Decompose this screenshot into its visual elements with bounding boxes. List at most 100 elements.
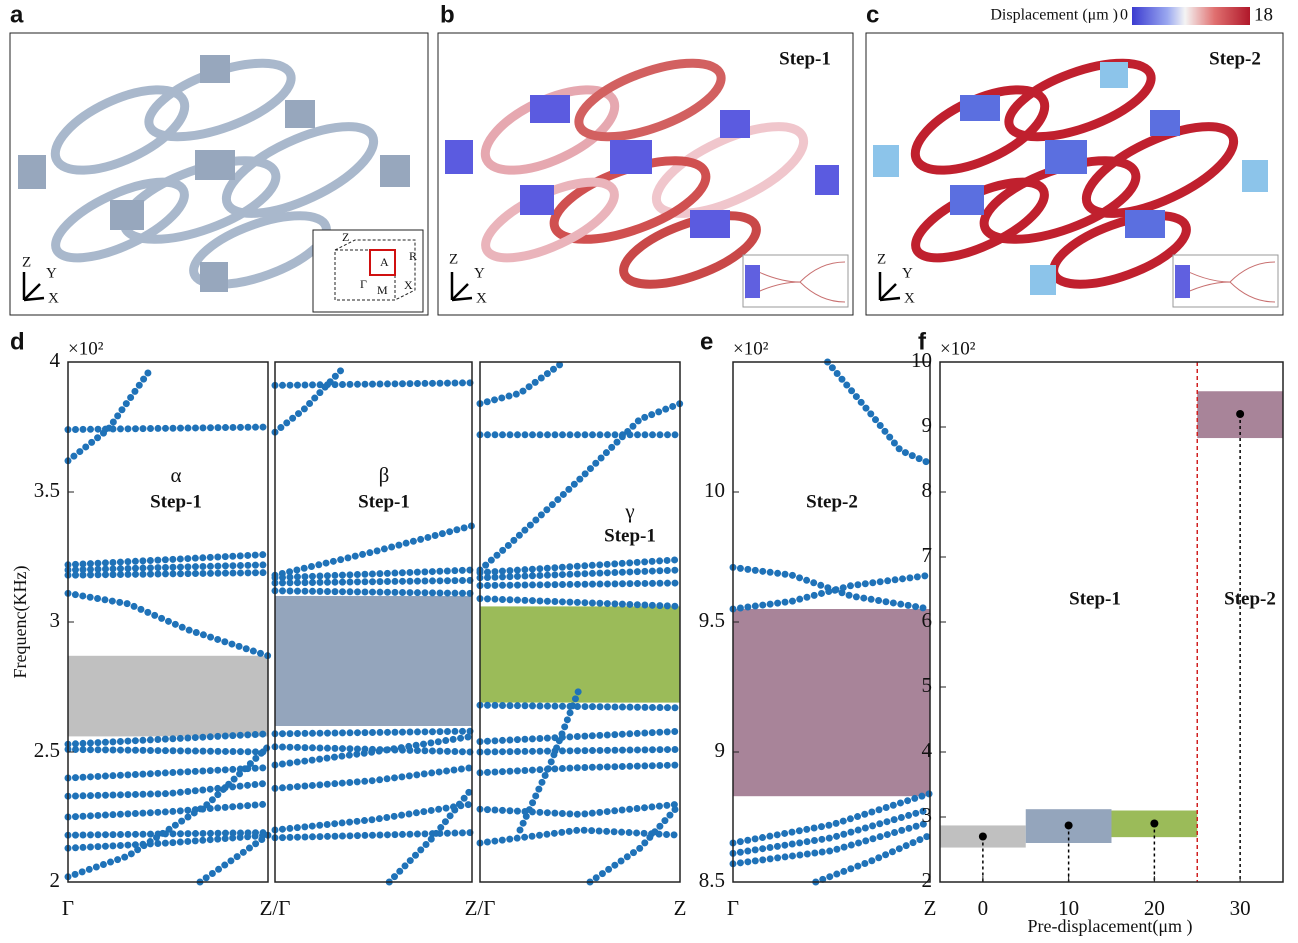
y-tick-label: 5 xyxy=(922,673,933,697)
plot-frame xyxy=(479,361,681,883)
y-tick-label: 4 xyxy=(922,738,933,762)
axis-glyph-label: X xyxy=(904,290,915,306)
axis-glyph xyxy=(450,272,473,302)
axis-glyph-label: Z xyxy=(449,251,458,267)
band-curve xyxy=(271,576,476,587)
annotation: Step-1 xyxy=(358,491,410,512)
inset-label: X xyxy=(404,278,413,292)
y-tick-label: 9 xyxy=(922,413,933,437)
band-gap xyxy=(275,596,472,726)
x-tick-label: 20 xyxy=(1144,896,1165,920)
y-tick-label: 8.5 xyxy=(699,868,725,892)
axis-glyph-label: X xyxy=(48,290,59,306)
band-curve xyxy=(729,805,934,857)
annotation: Step-2 xyxy=(806,491,858,512)
band-gap xyxy=(68,655,268,737)
y-tick-label: 2.5 xyxy=(34,738,60,762)
band-curve xyxy=(64,550,272,569)
band-curve xyxy=(64,745,272,756)
x-tick-label: Γ xyxy=(62,896,74,920)
band-curve xyxy=(729,571,934,613)
y-tick-label: 8 xyxy=(922,478,933,502)
panel-title: Step-2 xyxy=(1209,48,1261,69)
band-curve xyxy=(271,800,476,834)
band-curve xyxy=(271,587,476,597)
band-curve xyxy=(476,727,684,746)
center-point xyxy=(1150,819,1159,828)
inset-label: Z xyxy=(342,230,349,244)
band-curve xyxy=(812,831,934,886)
y-tick-label: 10 xyxy=(704,478,725,502)
panel-label: c xyxy=(866,1,879,28)
band-curve xyxy=(64,423,272,434)
band-curve xyxy=(64,569,272,579)
band-curve xyxy=(476,826,684,847)
band-curve xyxy=(729,790,934,847)
band-curve xyxy=(476,566,684,582)
band-curve xyxy=(729,818,934,868)
axis-multiplier: ×10² xyxy=(733,338,769,359)
annotation: α xyxy=(170,463,181,487)
band-curve xyxy=(476,361,564,408)
mode-inset xyxy=(742,254,849,308)
mode-inset xyxy=(1172,254,1279,308)
colorbar-min: 0 xyxy=(1120,7,1128,24)
x-tick-label: Z/Γ xyxy=(260,896,291,920)
band-curve xyxy=(64,764,272,782)
band-curve xyxy=(476,579,684,590)
annotation: γ xyxy=(624,499,634,523)
band-curve xyxy=(516,683,584,834)
x-tick-label: 0 xyxy=(978,896,989,920)
band-curve xyxy=(64,800,272,821)
y-axis-label: Frequenc(KHz) xyxy=(10,566,31,679)
panel-label: a xyxy=(10,1,24,28)
axis-glyph-label: Y xyxy=(902,265,913,281)
axis-multiplier: ×10² xyxy=(940,338,976,359)
annotation: β xyxy=(379,463,390,487)
y-tick-label: 7 xyxy=(922,543,933,567)
band-curve xyxy=(385,784,476,886)
axis-glyph-label: Y xyxy=(46,265,57,281)
panel-title: Step-1 xyxy=(779,48,831,69)
band-curve xyxy=(64,831,272,852)
inset-label: R xyxy=(409,249,417,263)
inset-label: M xyxy=(377,283,388,297)
y-tick-label: 6 xyxy=(922,608,933,632)
inset-label: A xyxy=(380,255,389,269)
band-curve xyxy=(476,556,684,577)
band-curve xyxy=(271,566,476,582)
y-tick-label: 3 xyxy=(922,803,933,827)
lattice-blocks xyxy=(445,95,839,238)
band-curve xyxy=(271,363,348,436)
band-curve xyxy=(64,730,272,748)
band-curve xyxy=(271,764,476,792)
colorbar-title: Displacement (μm ) xyxy=(990,7,1118,24)
colorbar-max: 18 xyxy=(1254,4,1273,25)
band-curve xyxy=(271,829,476,842)
x-tick-label: Z xyxy=(674,896,687,920)
band-curve xyxy=(476,745,684,756)
lattice-blocks xyxy=(950,95,1180,238)
lattice-blocks xyxy=(873,62,1268,295)
lattice-blocks xyxy=(18,55,410,292)
y-tick-label: 9.5 xyxy=(699,608,725,632)
colorbar xyxy=(1132,7,1250,25)
band-curve xyxy=(824,358,934,467)
axis-glyph xyxy=(878,272,901,302)
panel-b: b Step-1 Z Y X xyxy=(437,1,854,316)
band-curve xyxy=(476,761,684,777)
y-tick-label: 3 xyxy=(50,608,61,632)
y-tick-label: 2 xyxy=(922,868,933,892)
annotation: Step-2 xyxy=(1224,588,1276,609)
band-curve xyxy=(64,589,272,660)
y-tick-label: 9 xyxy=(715,738,726,762)
x-axis-label: Pre-displacement(μm ) xyxy=(1027,916,1192,937)
y-tick-label: 4 xyxy=(50,348,61,372)
band-curve xyxy=(64,561,272,574)
band-curve xyxy=(729,563,934,613)
panel-label: f xyxy=(918,328,927,355)
x-tick-label: 30 xyxy=(1230,896,1251,920)
plot-frame xyxy=(274,361,473,883)
band-gap xyxy=(480,606,680,703)
band-curve xyxy=(476,701,684,712)
